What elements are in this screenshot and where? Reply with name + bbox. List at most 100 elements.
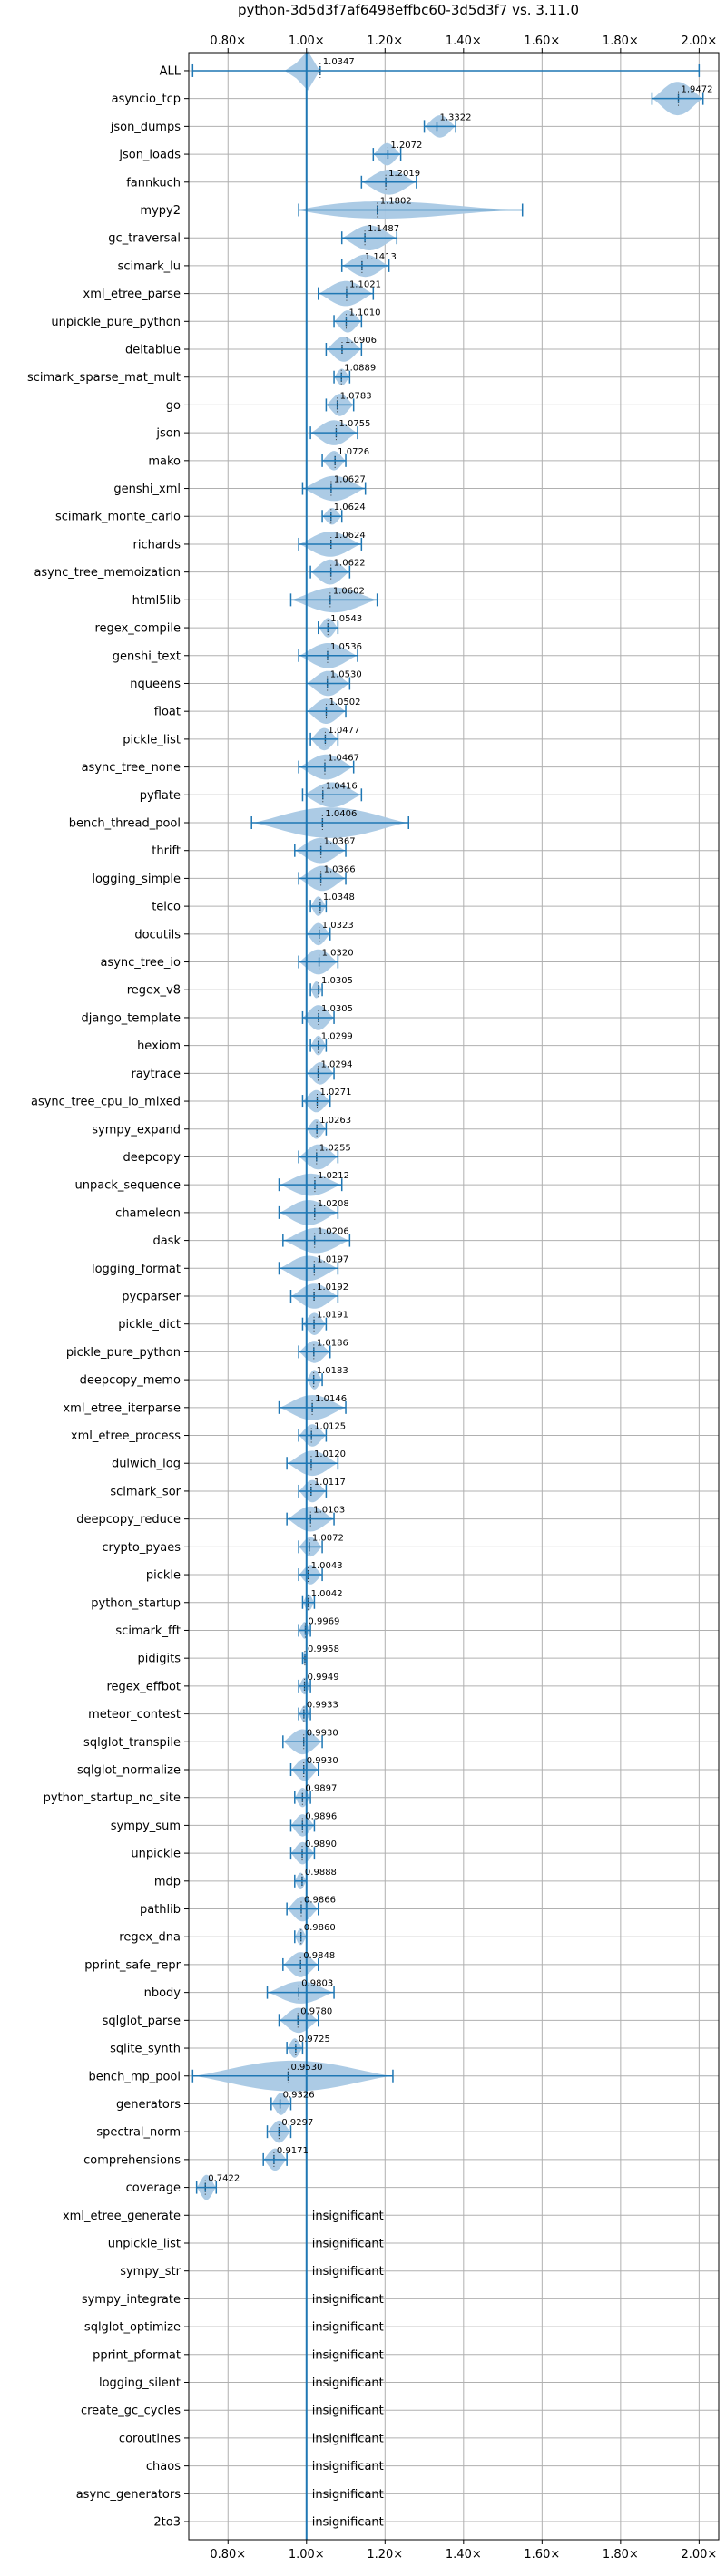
y-tick-label: unpickle_list: [108, 2237, 181, 2250]
value-label: 0.9969: [308, 1616, 339, 1626]
y-tick-label: logging_simple: [92, 873, 181, 886]
y-tick-label: meteor_contest: [88, 1708, 181, 1722]
x-tick-label-bottom: 0.80×: [210, 2548, 246, 2561]
value-label: 1.0191: [317, 1311, 348, 1321]
y-tick-label: create_gc_cycles: [81, 2405, 181, 2418]
value-label: 0.9930: [307, 1728, 338, 1738]
y-tick-label: deltablue: [125, 344, 181, 357]
y-tick-label: scimark_fft: [115, 1625, 181, 1638]
y-tick-label: async_tree_memoization: [34, 566, 181, 580]
x-tick-label-top: 1.40×: [446, 34, 482, 48]
y-tick-label: dulwich_log: [112, 1458, 181, 1471]
value-label: 1.0208: [318, 1199, 349, 1209]
value-label: 1.0263: [319, 1116, 351, 1126]
value-label: 1.0186: [317, 1338, 348, 1348]
y-tick-label: chameleon: [115, 1206, 181, 1220]
value-label: 1.0120: [314, 1449, 346, 1459]
y-tick-label: nbody: [144, 1986, 182, 2000]
insignificant-label: insignificant: [312, 2321, 384, 2335]
value-label: 1.0627: [334, 475, 366, 485]
y-tick-label: asyncio_tcp: [112, 93, 181, 106]
value-label: 0.9949: [308, 1673, 339, 1683]
value-label: 1.1487: [368, 224, 399, 234]
value-label: 0.9888: [305, 1868, 337, 1878]
value-label: 1.1802: [380, 196, 412, 206]
value-label: 0.9866: [304, 1896, 336, 1906]
y-tick-label: pathlib: [140, 1903, 181, 1917]
value-label: 1.0146: [315, 1394, 347, 1404]
y-tick-label: sqlglot_parse: [103, 2015, 181, 2028]
y-tick-label: deepcopy_memo: [80, 1374, 181, 1388]
y-tick-label: async_tree_none: [82, 761, 181, 775]
y-tick-label: scimark_sor: [110, 1485, 181, 1498]
insignificant-label: insignificant: [312, 2348, 384, 2362]
y-tick-label: unpack_sequence: [74, 1179, 181, 1193]
x-tick-label-top: 1.60×: [524, 34, 560, 48]
value-label: 1.0117: [314, 1478, 346, 1488]
y-tick-label: coroutines: [119, 2432, 181, 2445]
x-tick-label-bottom: 1.20×: [367, 2548, 403, 2561]
y-tick-label: spectral_norm: [96, 2126, 181, 2140]
y-tick-label: pickle_list: [123, 733, 181, 746]
y-tick-label: sqlglot_optimize: [84, 2321, 181, 2335]
value-label: 1.1413: [365, 252, 397, 262]
value-label: 1.0103: [313, 1506, 345, 1516]
y-tick-label: mako: [148, 454, 181, 468]
y-tick-label: async_tree_io: [100, 956, 181, 970]
y-tick-label: bench_thread_pool: [69, 817, 181, 831]
y-tick-label: python_startup_no_site: [44, 1791, 181, 1805]
value-label: 1.0624: [334, 503, 366, 512]
y-tick-label: mypy2: [140, 204, 181, 218]
value-label: 1.0305: [321, 1004, 353, 1014]
value-label: 1.0889: [344, 364, 376, 374]
y-tick-label: pickle: [146, 1569, 181, 1583]
y-tick-label: deepcopy_reduce: [76, 1513, 181, 1527]
y-tick-label: json_dumps: [110, 121, 181, 134]
y-tick-label: ALL: [160, 64, 182, 78]
x-tick-label-top: 1.80×: [603, 34, 639, 48]
insignificant-label: insignificant: [312, 2405, 384, 2418]
y-tick-label: chaos: [146, 2460, 181, 2474]
y-tick-label: genshi_text: [113, 649, 181, 663]
y-tick-label: pprint_safe_repr: [84, 1958, 181, 1972]
y-tick-label: unpickle_pure_python: [51, 316, 181, 329]
value-label: 1.0183: [317, 1366, 348, 1376]
value-label: 1.0347: [323, 57, 355, 67]
y-tick-label: json: [155, 427, 181, 441]
y-tick-label: json_loads: [118, 149, 181, 162]
y-tick-label: coverage: [126, 2181, 181, 2195]
value-label: 1.0072: [312, 1533, 344, 1543]
insignificant-label: insignificant: [312, 2488, 384, 2502]
y-tick-label: python_startup: [91, 1596, 181, 1610]
x-tick-label-bottom: 1.00×: [289, 2548, 325, 2561]
value-label: 1.0206: [318, 1227, 349, 1237]
value-label: 1.0197: [317, 1254, 348, 1264]
y-tick-label: thrift: [152, 844, 181, 858]
value-label: 1.1021: [349, 280, 381, 290]
value-label: 1.0348: [323, 893, 355, 903]
y-tick-label: 2to3: [153, 2516, 181, 2530]
y-tick-label: regex_compile: [94, 622, 181, 636]
value-label: 1.0624: [334, 531, 366, 541]
plot-frame: [188, 52, 720, 2541]
y-tick-label: nqueens: [130, 678, 181, 691]
value-label: 1.0536: [330, 642, 362, 652]
y-tick-label: html5lib: [132, 594, 181, 608]
y-tick-label: pickle_dict: [118, 1318, 181, 1332]
y-tick-label: regex_v8: [127, 984, 181, 998]
insignificant-label: insignificant: [312, 2237, 384, 2250]
y-tick-label: genshi_xml: [113, 483, 181, 496]
y-tick-label: scimark_monte_carlo: [55, 511, 181, 524]
y-tick-label: sympy_str: [120, 2265, 181, 2278]
y-tick-label: float: [154, 706, 181, 719]
value-label: 1.0477: [328, 726, 359, 736]
violin-layer: [191, 51, 704, 2200]
value-label: 1.2019: [388, 169, 420, 179]
y-tick-label: sqlglot_transpile: [83, 1736, 181, 1750]
y-tick-label: raytrace: [131, 1068, 181, 1081]
y-tick-label: fannkuch: [126, 176, 181, 190]
insignificant-label: insignificant: [312, 2376, 384, 2390]
value-label: 1.0125: [314, 1422, 346, 1432]
